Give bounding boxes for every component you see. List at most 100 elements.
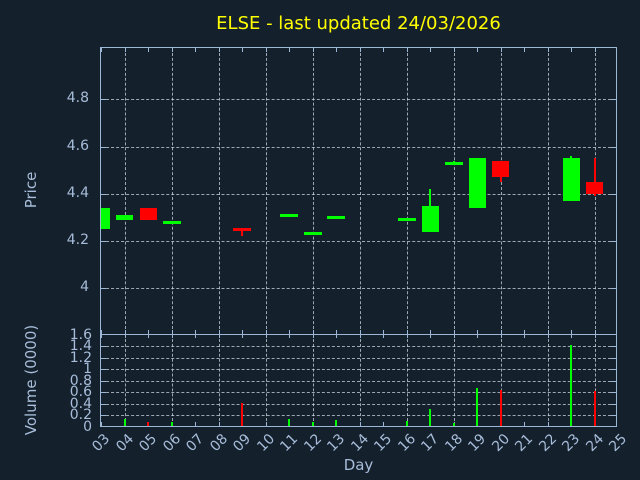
x-tick xyxy=(171,330,173,334)
volume-gridline xyxy=(101,369,616,371)
volume-tick xyxy=(101,369,106,371)
x-tick xyxy=(265,330,267,334)
volume-bar xyxy=(123,419,126,426)
volume-bar xyxy=(405,421,408,426)
x-tick xyxy=(101,48,102,52)
volume-bar xyxy=(429,408,431,426)
x-tick xyxy=(289,330,290,334)
x-tick xyxy=(171,334,173,338)
day-gridline xyxy=(359,48,361,334)
day-gridline xyxy=(500,334,502,426)
x-tick xyxy=(195,422,196,426)
x-tick xyxy=(547,422,549,426)
day-gridline xyxy=(265,334,267,426)
x-tick xyxy=(430,48,431,52)
x-tick xyxy=(359,334,361,338)
volume-gridline xyxy=(101,380,616,382)
x-tick xyxy=(289,48,290,52)
volume-tick-label: 0.2 xyxy=(69,407,92,424)
volume-tick-label: 1.4 xyxy=(69,338,92,355)
volume-tick xyxy=(611,346,616,348)
price-gridline xyxy=(101,146,616,148)
volume-tick xyxy=(611,392,616,394)
candle-body xyxy=(421,205,439,232)
volume-bar xyxy=(288,419,290,426)
price-tick xyxy=(611,146,616,148)
x-tick xyxy=(312,334,314,338)
day-gridline xyxy=(594,334,596,426)
volume-bar xyxy=(147,422,149,426)
volume-tick xyxy=(101,415,106,417)
x-tick xyxy=(242,334,243,338)
x-tick xyxy=(148,334,149,338)
candle-body xyxy=(586,181,603,194)
day-gridline xyxy=(265,48,267,334)
day-gridline xyxy=(547,334,549,426)
doji-line xyxy=(303,232,322,236)
x-tick xyxy=(406,334,408,338)
price-tick xyxy=(101,241,106,243)
x-tick xyxy=(383,330,384,334)
x-tick xyxy=(265,422,267,426)
x-tick xyxy=(101,422,102,426)
volume-gridline xyxy=(101,346,616,348)
x-tick xyxy=(218,422,220,426)
price-gridline xyxy=(101,99,616,101)
price-gridline xyxy=(101,241,616,243)
x-tick xyxy=(453,48,455,52)
volume-bar xyxy=(335,420,337,426)
price-tick xyxy=(611,288,616,290)
day-gridline xyxy=(453,334,455,426)
x-tick xyxy=(101,330,102,334)
x-tick xyxy=(312,48,314,52)
x-tick xyxy=(594,48,596,52)
x-tick xyxy=(124,48,126,52)
x-tick xyxy=(359,48,361,52)
x-tick xyxy=(336,48,337,52)
volume-gridline xyxy=(101,403,616,405)
volume-gridline xyxy=(101,357,616,359)
x-tick xyxy=(359,330,361,334)
volume-gridline xyxy=(101,415,616,417)
volume-tick xyxy=(101,346,106,348)
doji-line xyxy=(397,218,416,222)
doji-line xyxy=(327,215,345,219)
volume-bar xyxy=(476,388,478,426)
day-gridline xyxy=(124,48,126,334)
volume-tick xyxy=(101,392,106,394)
candle-body xyxy=(116,215,133,220)
volume-tick xyxy=(611,357,616,359)
x-tick xyxy=(124,330,126,334)
x-tick xyxy=(218,330,220,334)
doji-line xyxy=(233,227,251,231)
x-tick xyxy=(547,330,549,334)
x-tick xyxy=(594,330,596,334)
x-tick xyxy=(571,334,572,338)
x-tick xyxy=(359,422,361,426)
volume-tick-label: 1 xyxy=(83,361,92,378)
day-gridline xyxy=(124,334,126,426)
price-tick-label: 4 xyxy=(80,279,89,296)
x-tick xyxy=(500,334,502,338)
volume-tick xyxy=(611,403,616,405)
volume-tick xyxy=(611,380,616,382)
volume-plot xyxy=(100,334,617,427)
price-tick xyxy=(101,99,106,101)
x-tick xyxy=(195,48,196,52)
price-plot xyxy=(100,47,617,335)
candle-wick xyxy=(241,229,243,237)
x-tick xyxy=(594,334,596,338)
x-tick xyxy=(265,48,267,52)
volume-tick xyxy=(101,357,106,359)
price-tick xyxy=(101,146,106,148)
day-gridline xyxy=(218,334,220,426)
price-gridline xyxy=(101,288,616,290)
x-tick xyxy=(430,330,431,334)
day-gridline xyxy=(406,48,408,334)
volume-tick-label: 0 xyxy=(83,419,92,435)
candle-body xyxy=(492,160,509,178)
x-tick xyxy=(171,48,173,52)
x-tick xyxy=(383,48,384,52)
x-tick xyxy=(406,48,408,52)
x-tick xyxy=(406,330,408,334)
